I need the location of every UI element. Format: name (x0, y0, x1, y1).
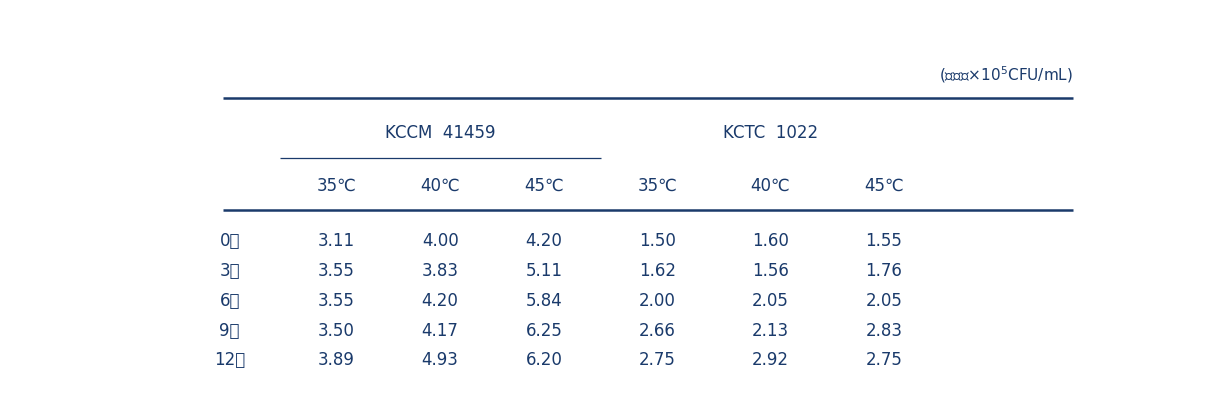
Text: 3.11: 3.11 (318, 232, 354, 250)
Text: 12일: 12일 (214, 351, 245, 369)
Text: 2.75: 2.75 (638, 351, 676, 369)
Text: 3.55: 3.55 (318, 292, 354, 310)
Text: 1.76: 1.76 (865, 262, 903, 280)
Text: 1.50: 1.50 (638, 232, 676, 250)
Text: 3일: 3일 (219, 262, 240, 280)
Text: 3.89: 3.89 (318, 351, 354, 369)
Text: 4.20: 4.20 (525, 232, 563, 250)
Text: 35℃: 35℃ (317, 177, 356, 195)
Text: 1.62: 1.62 (638, 262, 676, 280)
Text: 6.25: 6.25 (525, 322, 563, 340)
Text: 1.60: 1.60 (752, 232, 789, 250)
Text: 6.20: 6.20 (525, 351, 563, 369)
Text: 4.20: 4.20 (421, 292, 459, 310)
Text: 2.92: 2.92 (752, 351, 789, 369)
Text: 5.11: 5.11 (525, 262, 563, 280)
Text: 2.05: 2.05 (752, 292, 789, 310)
Text: 4.17: 4.17 (421, 322, 459, 340)
Text: (단위：×$10^5$CFU/mL): (단위：×$10^5$CFU/mL) (939, 64, 1073, 85)
Text: KCCM  41459: KCCM 41459 (385, 124, 496, 142)
Text: 2.00: 2.00 (638, 292, 676, 310)
Text: 6일: 6일 (219, 292, 240, 310)
Text: 4.93: 4.93 (421, 351, 459, 369)
Text: 4.00: 4.00 (421, 232, 458, 250)
Text: 5.84: 5.84 (526, 292, 563, 310)
Text: 2.66: 2.66 (638, 322, 676, 340)
Text: 35℃: 35℃ (637, 177, 677, 195)
Text: 1.56: 1.56 (752, 262, 789, 280)
Text: 40℃: 40℃ (420, 177, 460, 195)
Text: 45℃: 45℃ (864, 177, 904, 195)
Text: 2.75: 2.75 (865, 351, 903, 369)
Text: 0일: 0일 (219, 232, 240, 250)
Text: KCTC  1022: KCTC 1022 (723, 124, 818, 142)
Text: 1.55: 1.55 (865, 232, 903, 250)
Text: 3.50: 3.50 (318, 322, 354, 340)
Text: 45℃: 45℃ (524, 177, 564, 195)
Text: 40℃: 40℃ (750, 177, 790, 195)
Text: 9일: 9일 (219, 322, 240, 340)
Text: 2.05: 2.05 (865, 292, 903, 310)
Text: 3.55: 3.55 (318, 262, 354, 280)
Text: 2.13: 2.13 (752, 322, 789, 340)
Text: 2.83: 2.83 (865, 322, 903, 340)
Text: 3.83: 3.83 (421, 262, 459, 280)
